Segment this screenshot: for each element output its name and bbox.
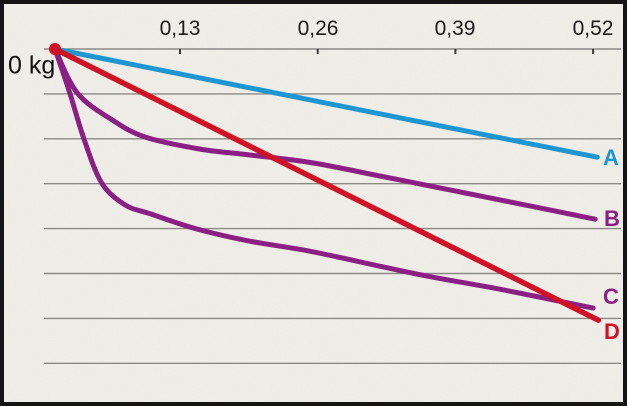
y-axis-zero-label: 0 kg: [8, 51, 56, 80]
series-label-c: C: [603, 284, 619, 309]
x-tick-label-039: 0,39: [434, 17, 476, 40]
series-line-c: [52, 46, 596, 311]
x-tick-label-013: 0,13: [159, 17, 201, 40]
series-line-a: [52, 46, 600, 160]
series-label-b: B: [604, 206, 620, 231]
x-tick-label-052: 0,52: [572, 17, 614, 40]
series-label-a: A: [603, 145, 619, 170]
series-line-d: [52, 46, 602, 323]
series-line-b: [52, 46, 598, 222]
x-tick-label-026: 0,26: [297, 17, 339, 40]
origin-dot: [49, 43, 61, 55]
series-label-d: D: [604, 319, 620, 344]
